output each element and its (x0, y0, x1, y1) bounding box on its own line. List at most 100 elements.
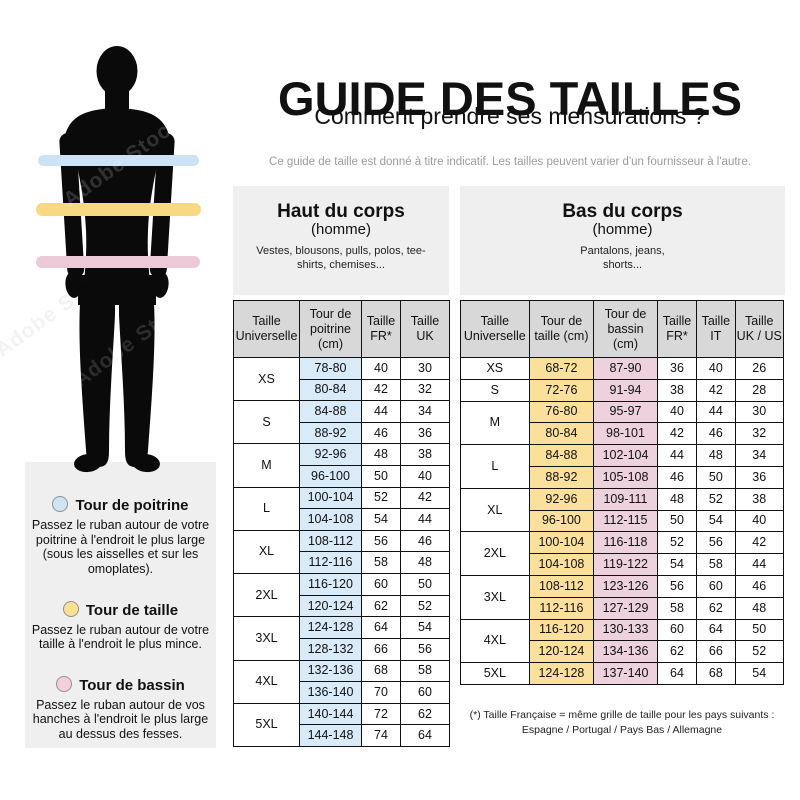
value-cell: 74 (361, 724, 401, 747)
page-subtitle: Comment prendre ses mensurations ? (314, 103, 706, 129)
value-cell: 140-144 (299, 702, 362, 726)
value-cell: 60 (696, 574, 736, 598)
value-cell: 46 (696, 422, 736, 446)
section-description: Pantalons, jeans, shorts... (580, 245, 665, 271)
value-cell: 46 (656, 465, 698, 489)
value-cell: 48 (361, 443, 401, 467)
table-row: 96-100 112-115 50 54 40 (461, 509, 784, 533)
value-cell: 64 (656, 662, 698, 685)
value-cell: 36 (400, 421, 450, 445)
size-cell: 4XL (233, 659, 300, 704)
value-cell: 60 (361, 573, 401, 596)
value-cell: 78-80 (299, 357, 362, 380)
value-cell: 100-104 (528, 531, 595, 555)
value-cell: 104-108 (528, 553, 595, 576)
column-header: Taille UK / US (734, 300, 784, 358)
column-header: Taille UK (400, 300, 450, 358)
value-cell: 68 (696, 662, 736, 685)
value-cell: 54 (361, 508, 401, 531)
legend-item-taille: Tour de taille Passez le ruban autour de… (15, 600, 226, 652)
column-header: Taille Universelle (233, 300, 300, 358)
value-cell: 92-96 (299, 443, 362, 467)
value-cell: 116-120 (299, 573, 362, 596)
value-cell: 44 (656, 444, 698, 467)
lower-body-section-header: Bas du corps (homme) Pantalons, jeans, s… (460, 186, 785, 295)
table-body: XS 68-72 87-90 36 40 26 S 72-76 91-94 38 42 28 M 76-8… (460, 357, 784, 685)
table-row: 80-84 98-101 42 46 32 (461, 422, 784, 446)
table-row: 5XL 140-144 72 62 (233, 702, 450, 748)
value-cell: 58 (400, 659, 450, 683)
value-cell: 54 (656, 553, 698, 576)
value-cell: 40 (656, 400, 698, 424)
value-cell: 52 (734, 640, 784, 664)
header-row: Taille Universelle Tour de taille (cm) Tou… (460, 300, 784, 358)
value-cell: 68-72 (528, 357, 595, 380)
legend-description: Passez le ruban autour de votre taille à… (31, 622, 210, 652)
value-cell: 80-84 (299, 378, 362, 402)
table-row: XS 78-80 40 30 (233, 356, 450, 402)
value-cell: 64 (361, 616, 401, 639)
value-cell: 48 (696, 444, 736, 467)
size-cell: L (460, 444, 530, 489)
value-cell: 105-108 (593, 465, 658, 489)
value-cell: 112-116 (528, 596, 595, 620)
value-cell: 58 (656, 596, 698, 620)
size-cell: 4XL (460, 618, 530, 664)
legend-title: Tour de bassin (79, 676, 185, 694)
value-cell: 30 (400, 357, 450, 380)
value-cell: 60 (400, 681, 450, 704)
header-row: Taille Universelle Tour de poitrine (cm) T… (233, 300, 450, 358)
table-row: 80-84 42 32 (234, 378, 450, 402)
table-row: 120-124 134-136 62 66 52 (461, 640, 784, 664)
value-cell: 52 (400, 594, 450, 618)
footnote-line1: (*) Taille Française = même grille de ta… (469, 709, 775, 721)
table-row: 96-100 50 40 (234, 465, 450, 488)
value-cell: 84-88 (299, 400, 362, 423)
table-row: 112-116 58 48 (234, 551, 450, 575)
size-cell: L (233, 486, 300, 531)
value-cell: 26 (734, 357, 784, 380)
footnote: (*) Taille Française = même grille de ta… (452, 708, 792, 737)
legend-description: Passez le ruban autour de vos hanches à … (32, 697, 209, 741)
value-cell: 46 (734, 574, 784, 598)
value-cell: 48 (656, 487, 698, 511)
size-cell: S (233, 400, 300, 445)
hip-measure-band (36, 256, 200, 268)
value-cell: 42 (656, 422, 698, 446)
size-cell: S (460, 378, 530, 402)
value-cell: 137-140 (593, 662, 658, 685)
table-row: XS 68-72 87-90 36 40 26 (460, 357, 784, 380)
blue-circle-icon (52, 496, 69, 512)
size-cell: XS (460, 357, 530, 380)
value-cell: 80-84 (528, 422, 595, 446)
legend-heading: Tour de bassin (15, 675, 226, 694)
value-cell: 84-88 (528, 444, 595, 467)
table-row: 88-92 105-108 46 50 36 (461, 465, 784, 489)
table-row: 3XL 108-112 123-126 56 60 46 (460, 574, 784, 620)
value-cell: 72 (361, 702, 401, 726)
table-row: 120-124 62 52 (234, 594, 450, 618)
value-cell: 30 (734, 400, 784, 424)
legend-title: Tour de poitrine (75, 497, 189, 514)
value-cell: 56 (696, 531, 736, 555)
value-cell: 42 (361, 378, 401, 402)
value-cell: 34 (400, 400, 450, 423)
value-cell: 54 (696, 509, 736, 533)
table-row: 104-108 119-122 54 58 44 (461, 553, 784, 576)
value-cell: 62 (361, 594, 401, 618)
value-cell: 40 (696, 357, 736, 380)
table-row: 112-116 127-129 58 62 48 (461, 596, 784, 620)
value-cell: 62 (656, 640, 698, 664)
value-cell: 70 (361, 681, 401, 704)
table-body: XS 78-80 40 30 80-84 42 32 S 84-88 44 34 88-92 46 36 M… (233, 356, 450, 748)
value-cell: 112-116 (299, 551, 362, 575)
value-cell: 32 (400, 378, 450, 402)
value-cell: 123-126 (593, 574, 658, 598)
pink-circle-icon (56, 675, 73, 692)
value-cell: 52 (696, 487, 736, 511)
value-cell: 100-104 (299, 486, 362, 510)
upper-body-section-header: Haut du corps (homme) Vestes, blousons, … (233, 186, 449, 295)
value-cell: 56 (361, 529, 401, 553)
table-row: S 84-88 44 34 (233, 400, 450, 445)
value-cell: 40 (400, 465, 450, 488)
